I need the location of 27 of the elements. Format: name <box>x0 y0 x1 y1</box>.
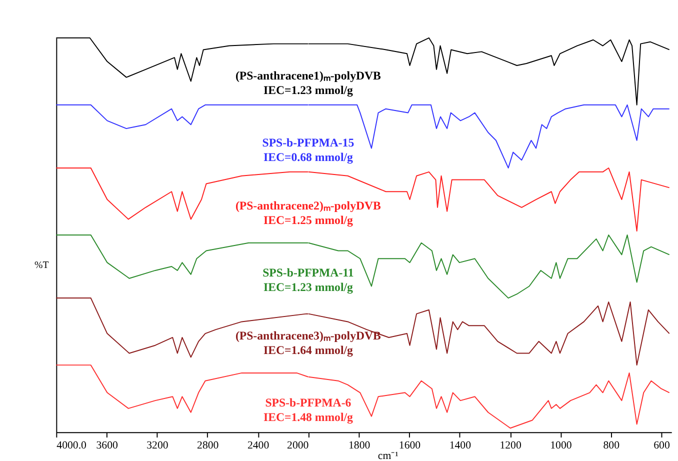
x-tick-label: 2000 <box>287 439 309 452</box>
x-tick-label: 1400 <box>449 439 471 452</box>
series-label: SPS-b-PFPMA-6 <box>265 395 352 410</box>
x-tick-label: 2400 <box>247 439 270 452</box>
x-tick-label: 1000 <box>550 439 572 452</box>
text: SPS-b-PFPMA-15 <box>262 135 354 150</box>
x-tick-label: 600 <box>654 439 670 452</box>
x-tick-label: 4000.0 <box>56 439 86 452</box>
x-tick-label: 3600 <box>96 439 118 452</box>
annotation: IEC=1.25 mmol/g <box>263 213 353 228</box>
x-tick-label: 3200 <box>146 439 168 452</box>
x-tick-label: 1800 <box>348 439 370 452</box>
series-label: (PS-anthracene1)ₘ-polyDVB <box>235 68 382 82</box>
annotation: IEC=1.23 mmol/g <box>263 280 353 294</box>
annotation: IEC=1.48 mmol/g <box>263 410 353 424</box>
x-tick-label: 2800 <box>197 439 219 452</box>
annotation: IEC=1.64 mmol/g <box>263 343 353 358</box>
annotation: IEC=0.68 mmol/g <box>263 150 353 164</box>
x-tick-label: 1600 <box>398 439 421 452</box>
series-label: SPS-b-PFPMA-11 <box>262 265 354 280</box>
annotation: IEC=1.23 mmol/g <box>263 83 353 98</box>
series-label: (PS-anthracene2)ₘ-polyDVB <box>235 198 382 212</box>
x-tick-label: 800 <box>603 439 620 452</box>
y-axis-title: %T <box>34 260 49 271</box>
x-axis-title: cm⁻¹ <box>378 450 398 461</box>
x-tick-label: 1200 <box>500 439 522 452</box>
series-label: (PS-anthracene3)ₘ-polyDVB <box>235 328 382 342</box>
